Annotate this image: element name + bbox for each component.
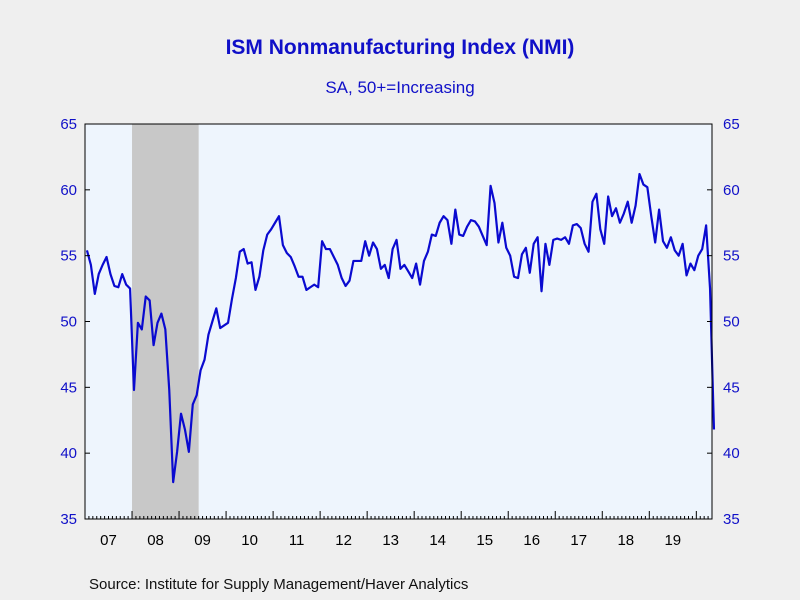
y-tick-label-right: 50 (723, 314, 740, 331)
x-tick-label: 09 (194, 532, 211, 549)
y-tick-label-left: 50 (60, 314, 77, 331)
x-tick-label: 17 (570, 532, 587, 549)
axis-ticks (84, 123, 713, 520)
y-tick-label-left: 60 (60, 182, 77, 199)
x-tick-label: 16 (523, 532, 540, 549)
x-tick-label: 12 (335, 532, 352, 549)
chart-subtitle: SA, 50+=Increasing (325, 78, 475, 97)
y-tick-label-left: 65 (60, 116, 77, 133)
x-tick-label: 07 (100, 532, 117, 549)
source-note: Source: Institute for Supply Management/… (89, 576, 469, 593)
x-tick-label: 18 (617, 532, 634, 549)
x-tick-label: 08 (147, 532, 164, 549)
axis-labels: 35 35 40 40 45 45 50 50 55 55 60 60 65 65 07 08 09 10 11 12… (60, 116, 739, 549)
y-tick-label-left: 35 (60, 511, 77, 528)
x-tick-label: 13 (382, 532, 399, 549)
chart-title: ISM Nonmanufacturing Index (NMI) (225, 36, 575, 59)
y-tick-label-left: 55 (60, 248, 77, 265)
y-tick-label-left: 45 (60, 379, 77, 396)
x-tick-label: 15 (476, 532, 493, 549)
y-tick-label-right: 60 (723, 182, 740, 199)
series-line-nmi (85, 172, 716, 484)
x-tick-label: 19 (664, 532, 681, 549)
y-tick-label-right: 35 (723, 511, 740, 528)
y-tick-label-right: 45 (723, 379, 740, 396)
y-tick-label-right: 65 (723, 116, 740, 133)
y-tick-label-right: 40 (723, 445, 740, 462)
y-tick-label-left: 40 (60, 445, 77, 462)
x-tick-label: 10 (241, 532, 258, 549)
x-tick-label: 14 (429, 532, 446, 549)
y-tick-label-right: 55 (723, 248, 740, 265)
x-tick-label: 11 (289, 532, 305, 549)
